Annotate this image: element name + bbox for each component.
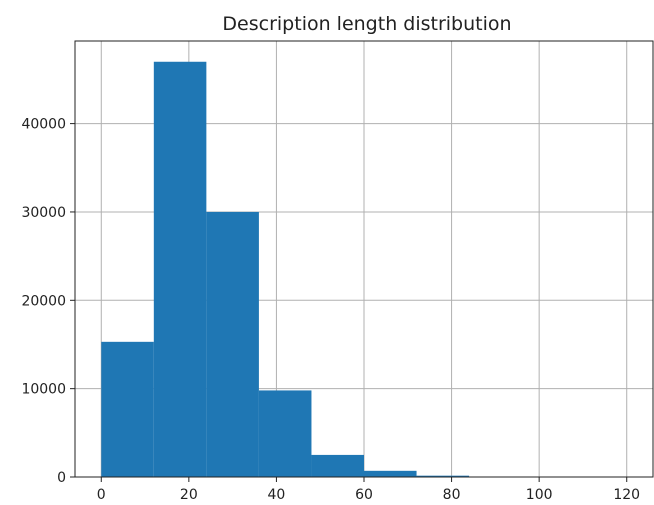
x-tick-label: 40 — [268, 487, 286, 503]
x-tick-label: 100 — [526, 487, 553, 503]
histogram-bar — [101, 341, 154, 477]
y-tick-label: 20000 — [21, 293, 66, 309]
histogram-bar — [311, 454, 364, 477]
histogram-bar — [364, 470, 417, 477]
x-axis: 0 20 40 60 80 100 120 — [97, 477, 640, 503]
chart-title: Description length distribution — [222, 13, 511, 35]
histogram-bar — [416, 475, 470, 477]
histogram-bar — [258, 390, 312, 477]
x-tick-label: 0 — [97, 487, 106, 503]
x-tick-label: 120 — [613, 487, 640, 503]
y-tick-label: 30000 — [21, 205, 66, 221]
histogram-bar — [206, 211, 259, 477]
histogram-bars — [101, 61, 627, 478]
y-tick-label: 0 — [57, 470, 66, 486]
x-tick-label: 60 — [355, 487, 373, 503]
y-tick-label: 40000 — [21, 117, 66, 133]
y-tick-label: 10000 — [21, 382, 66, 398]
x-tick-label: 20 — [180, 487, 198, 503]
y-axis: 0 10000 20000 30000 40000 — [21, 117, 75, 486]
x-tick-label: 80 — [443, 487, 461, 503]
histogram-bar — [153, 61, 207, 478]
